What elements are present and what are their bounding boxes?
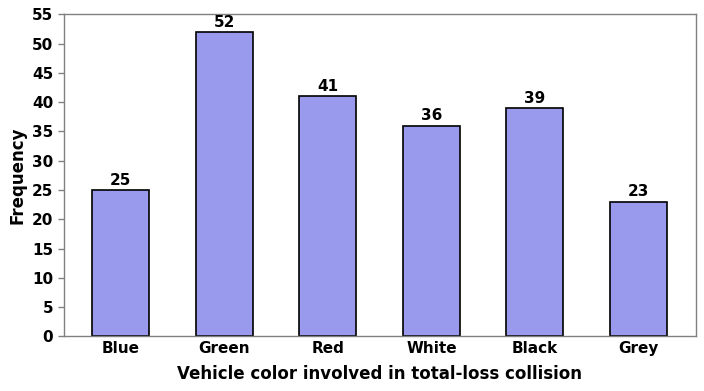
- Bar: [92, 190, 149, 337]
- Text: 36: 36: [421, 108, 442, 123]
- X-axis label: Vehicle color involved in total-loss collision: Vehicle color involved in total-loss col…: [177, 365, 582, 383]
- Bar: [196, 32, 253, 337]
- Bar: [610, 202, 667, 337]
- Bar: [403, 126, 460, 337]
- Text: 23: 23: [628, 185, 649, 199]
- Bar: [506, 108, 563, 337]
- Bar: [299, 96, 356, 337]
- Text: 52: 52: [214, 14, 235, 30]
- Text: 39: 39: [524, 91, 546, 106]
- Text: 41: 41: [318, 79, 339, 94]
- Text: 25: 25: [111, 173, 132, 188]
- Y-axis label: Frequency: Frequency: [8, 127, 26, 224]
